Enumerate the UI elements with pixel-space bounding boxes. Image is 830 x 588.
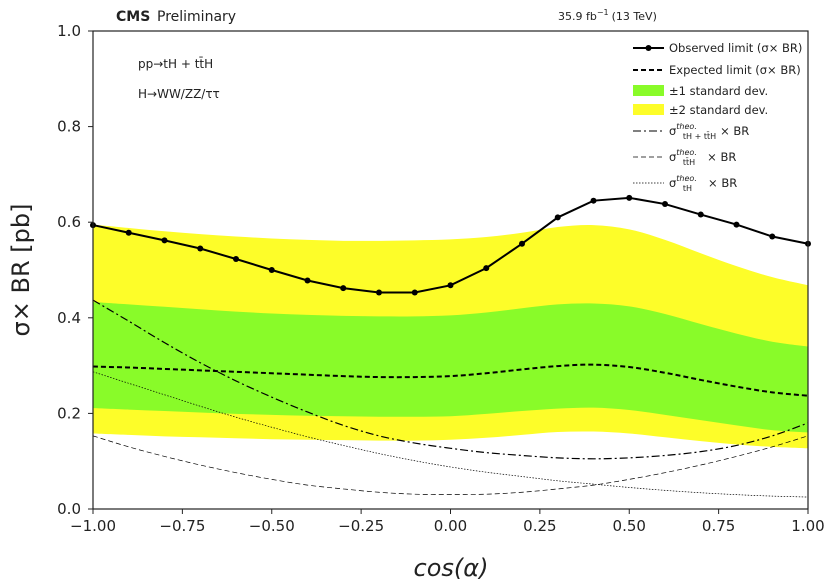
x-axis-title: cos(α) — [414, 554, 489, 582]
legend-theo-sup-1: theo. — [676, 122, 697, 131]
observed-point-16 — [662, 201, 668, 208]
observed-point-6 — [304, 277, 311, 284]
series-theo-tH — [92, 371, 809, 498]
band-1sigma — [93, 302, 808, 433]
y-tick-label-5: 1.0 — [57, 22, 81, 40]
legend-theo-sigma-1: σ — [669, 124, 676, 138]
legend-2sigma-swatch — [633, 104, 664, 115]
legend-observed-marker — [645, 45, 652, 51]
header-energy: (13 TeV) — [612, 10, 657, 23]
observed-point-9 — [411, 289, 418, 296]
y-tick-label-0: 0.0 — [57, 500, 81, 518]
legend-1sigma-swatch — [633, 85, 664, 96]
x-tick-label-2: −0.50 — [249, 517, 295, 535]
legend-theo-sigma-3: σ — [669, 176, 676, 190]
x-tick-label-6: 0.50 — [613, 517, 646, 535]
x-axis: −1.00 −0.75 −0.50 −0.25 0.00 0.25 0.50 0.75 1.00 — [70, 509, 825, 535]
observed-point-4 — [233, 256, 239, 263]
observed-point-1 — [125, 229, 132, 236]
x-tick-label-8: 1.00 — [791, 517, 824, 535]
observed-point-2 — [161, 237, 168, 244]
observed-point-18 — [733, 221, 740, 228]
legend-2sigma-label: ±2 standard dev. — [669, 103, 768, 117]
header-status: Preliminary — [157, 9, 236, 25]
legend-1sigma-label: ±1 standard dev. — [669, 84, 768, 98]
legend-theo-sub-1: tH + tt̄H — [683, 131, 716, 141]
process-annotation: pp→tH + tt̄H — [138, 57, 213, 71]
header-lumi-exp: −1 — [597, 8, 609, 17]
observed-point-3 — [197, 245, 204, 252]
legend-theo-suffix-3: × BR — [708, 176, 737, 190]
legend-theo-tH-ttH-label: σtheo. tH + tt̄H × BR — [669, 122, 749, 141]
legend-expected-label: Expected limit (σ× BR) — [669, 63, 801, 77]
observed-point-10 — [447, 282, 454, 289]
legend-theo-suffix-2: × BR — [707, 150, 736, 164]
header-lumi: 35.9 fb−1 (13 TeV) — [558, 8, 657, 23]
y-tick-label-4: 0.8 — [57, 118, 81, 136]
y-tick-label-1: 0.2 — [57, 404, 81, 422]
legend-theo-sup-3: theo. — [676, 174, 697, 183]
legend-theo-tH-label: σtheo. tH × BR — [669, 174, 737, 193]
header-experiment: CMS — [116, 9, 150, 25]
header-lumi-value: 35.9 fb — [558, 10, 597, 23]
x-tick-label-1: −0.75 — [159, 517, 205, 535]
observed-point-14 — [590, 197, 597, 204]
legend-theo-sigma-2: σ — [669, 150, 676, 164]
observed-point-8 — [376, 289, 382, 296]
legend: Observed limit (σ× BR) Expected limit (σ… — [633, 41, 802, 193]
x-tick-label-4: 0.00 — [434, 517, 467, 535]
series-theo-ttH — [92, 435, 809, 496]
y-axis-title: σ× BR [pb] — [7, 204, 35, 337]
y-tick-label-3: 0.6 — [57, 213, 81, 231]
observed-point-17 — [697, 211, 704, 218]
observed-point-5 — [268, 267, 275, 273]
observed-point-11 — [483, 265, 490, 272]
decay-annotation: H→WW/ZZ/ττ — [138, 87, 220, 101]
markers-layer — [90, 194, 811, 296]
observed-point-12 — [519, 240, 525, 247]
bands-layer — [93, 224, 808, 449]
legend-observed-label: Observed limit (σ× BR) — [669, 41, 802, 55]
legend-theo-sup-2: theo. — [676, 148, 697, 157]
x-tick-label-0: −1.00 — [70, 517, 116, 535]
y-tick-label-2: 0.4 — [57, 309, 81, 327]
series-theo-tH-ttH — [92, 299, 809, 460]
x-tick-label-5: 0.25 — [523, 517, 556, 535]
y-axis: 0.0 0.2 0.4 0.6 0.8 1.0 — [57, 22, 93, 518]
observed-point-15 — [626, 194, 633, 201]
legend-theo-ttH-label: σtheo. tt̄H × BR — [669, 148, 736, 167]
legend-theo-sub-2: tt̄H — [683, 157, 695, 167]
x-tick-label-3: −0.25 — [338, 517, 384, 535]
legend-theo-sub-3: tH — [683, 184, 692, 193]
x-tick-label-7: 0.75 — [702, 517, 735, 535]
observed-point-19 — [769, 233, 776, 240]
observed-point-13 — [554, 214, 561, 221]
legend-theo-suffix-1: × BR — [720, 124, 749, 138]
observed-point-7 — [340, 285, 347, 292]
